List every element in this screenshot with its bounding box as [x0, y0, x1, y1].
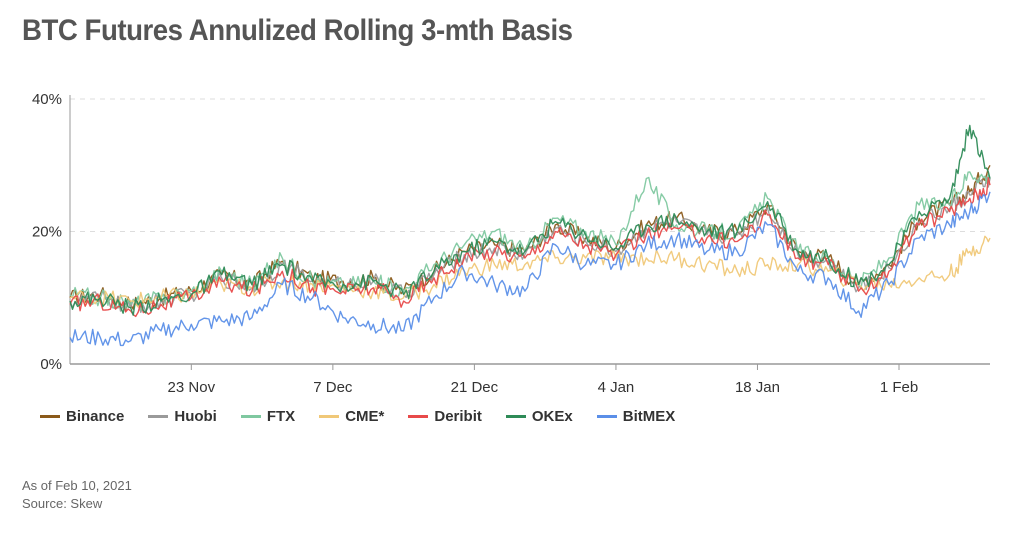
- x-tick-label: 23 Nov: [168, 379, 216, 396]
- x-tick-label: 7 Dec: [313, 379, 353, 396]
- series-line-bitmex: [69, 191, 991, 347]
- grid: [70, 98, 990, 232]
- footnote-source: Source: Skew: [22, 496, 103, 511]
- legend-item: CME*: [319, 408, 384, 425]
- legend-item: OKEx: [505, 408, 573, 425]
- x-tick-label: 1 Feb: [880, 379, 918, 396]
- series-group: [69, 124, 991, 347]
- legend-swatch: [319, 415, 340, 418]
- legend-item: FTX: [240, 408, 296, 425]
- series-line-cme: [69, 235, 991, 308]
- x-tick-label: 4 Jan: [598, 379, 635, 396]
- y-tick-label: 0%: [40, 356, 62, 373]
- series-line-deribit: [69, 177, 991, 318]
- legend-swatch: [148, 415, 169, 418]
- legend-label: CME*: [345, 408, 385, 425]
- legend-item: Huobi: [148, 408, 217, 425]
- legend-label: FTX: [266, 408, 296, 425]
- legend-swatch: [596, 415, 617, 418]
- legend-label: Huobi: [174, 408, 217, 425]
- y-tick-label: 40%: [32, 91, 62, 108]
- series-line-okex: [69, 124, 991, 316]
- legend-label: BitMEX: [622, 408, 676, 425]
- x-tick-label: 21 Dec: [451, 379, 499, 396]
- legend-item: Binance: [40, 408, 124, 425]
- legend-item: Deribit: [408, 408, 482, 425]
- y-tick-label: 20%: [32, 224, 62, 241]
- footnote-date: As of Feb 10, 2021: [22, 478, 132, 493]
- legend-label: Binance: [66, 408, 125, 425]
- legend-swatch: [240, 415, 261, 418]
- legend: Binance Huobi FTX CME* Deribit OKEx BitMEX: [40, 408, 675, 425]
- legend-item: BitMEX: [596, 408, 676, 425]
- chart-title: BTC Futures Annulized Rolling 3-mth Basi…: [22, 14, 573, 47]
- legend-swatch: [505, 415, 526, 418]
- legend-label: OKEx: [531, 408, 573, 425]
- axes: 0% 20% 40% 23 Nov 7 Dec 21 Dec 4 Jan 18 Jan 1 Fe…: [32, 91, 990, 396]
- legend-swatch: [40, 415, 60, 418]
- legend-swatch: [408, 415, 429, 418]
- legend-label: Deribit: [434, 408, 482, 425]
- x-tick-label: 18 Jan: [735, 379, 780, 396]
